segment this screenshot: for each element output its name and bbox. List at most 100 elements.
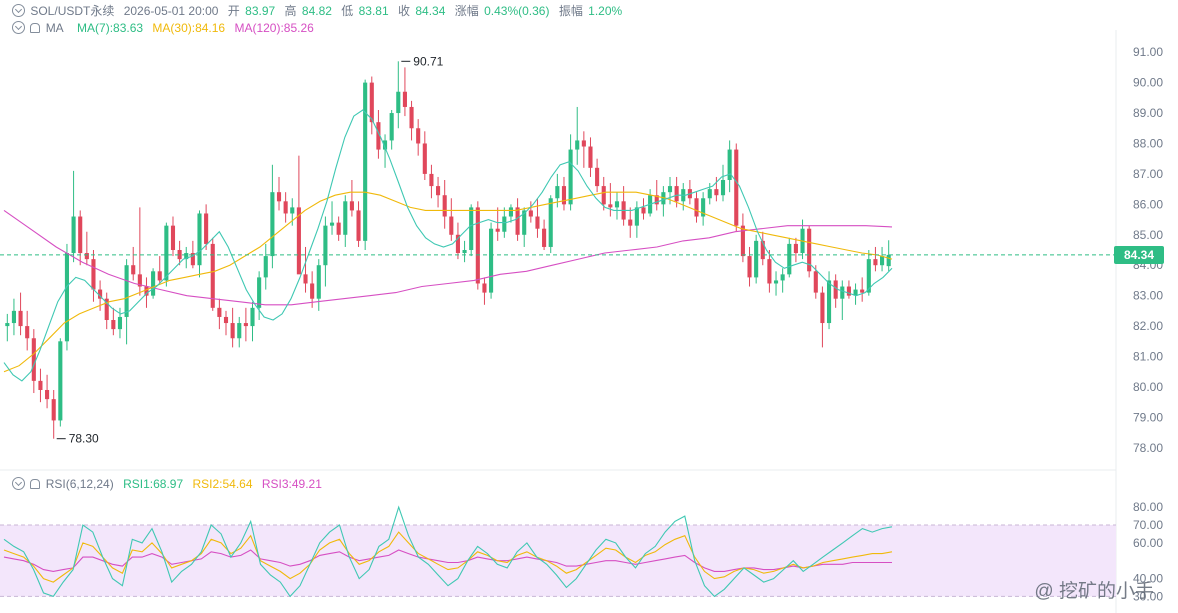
ma120-line	[3, 209, 893, 306]
price-tick-label: 82.00	[1133, 319, 1163, 333]
candle-body	[276, 192, 282, 202]
candle-body	[217, 307, 222, 317]
candle-body	[190, 253, 195, 266]
candle-body	[131, 265, 136, 275]
candle-body	[760, 240, 765, 260]
candle-body	[58, 341, 63, 421]
candle-body	[436, 186, 441, 196]
candle-body	[773, 280, 779, 284]
candle-body	[654, 195, 659, 205]
rsi1-line	[3, 505, 893, 598]
candle-body	[767, 259, 772, 284]
candle-body	[528, 210, 533, 217]
candle-body	[45, 390, 50, 400]
candle-body	[475, 207, 480, 284]
candle-body	[237, 323, 242, 339]
ma120-legend: MA(120):85.26	[234, 21, 314, 35]
candle-body	[5, 323, 10, 327]
price-tick-label: 81.00	[1133, 350, 1163, 364]
candle-body	[11, 310, 16, 324]
candle-body	[568, 149, 573, 205]
rsi-tick-label: 80.00	[1133, 500, 1163, 514]
candle-body	[807, 228, 812, 272]
high-annotation: 90.71	[413, 54, 443, 68]
candle-body	[78, 216, 83, 254]
candle-body	[296, 207, 301, 275]
rsi-band	[0, 525, 1116, 597]
candle-body	[667, 186, 673, 193]
ma-label[interactable]: MA	[45, 21, 64, 35]
rsi1-legend: RSI1:68.97	[123, 477, 184, 491]
candle-body	[91, 259, 96, 290]
rsi-alert-bell-icon[interactable]	[30, 479, 41, 489]
candle-body	[694, 198, 699, 217]
alert-bell-icon[interactable]	[30, 23, 41, 33]
candle-body	[25, 326, 30, 339]
low-annotation: 78.30	[69, 432, 99, 446]
low-label: 低	[341, 4, 354, 18]
candle-body	[343, 201, 348, 235]
candle-body	[170, 225, 176, 250]
price-tick-label: 87.00	[1133, 167, 1163, 181]
candle-body	[714, 189, 719, 196]
price-tick-label: 79.00	[1133, 410, 1163, 424]
ma-collapse-icon[interactable]	[12, 21, 25, 34]
candle-body	[449, 216, 454, 235]
rsi-tick-label: 70.00	[1133, 518, 1163, 532]
change-label: 涨幅	[454, 4, 479, 18]
price-tick-label: 86.00	[1133, 197, 1163, 211]
candle-body	[601, 186, 606, 205]
candle-body	[243, 323, 248, 327]
rsi-tick-label: 30.00	[1133, 589, 1163, 603]
candle-body	[641, 207, 646, 214]
candle-body	[793, 243, 798, 254]
candle-body	[489, 228, 494, 293]
ma-legend: MA MA(7):83.63 MA(30):84.16 MA(120):85.2…	[12, 20, 316, 36]
rsi-collapse-icon[interactable]	[12, 477, 25, 490]
candle-body	[71, 216, 76, 254]
price-tick-label: 83.00	[1133, 289, 1163, 303]
candle-body	[754, 240, 759, 278]
candle-body	[144, 286, 149, 296]
collapse-toggle-icon[interactable]	[12, 4, 25, 17]
candle-body	[853, 289, 858, 296]
price-tick-label: 91.00	[1133, 45, 1163, 59]
candle-body	[51, 399, 56, 421]
candle-body	[204, 213, 209, 244]
candle-body	[674, 186, 679, 202]
candle-body	[873, 259, 878, 266]
candle-body	[303, 274, 308, 284]
candle-body	[581, 140, 586, 147]
candle-body	[223, 316, 229, 324]
candle-body	[535, 216, 540, 229]
candle-body	[38, 380, 43, 390]
candle-body	[389, 113, 394, 141]
candle-body	[634, 207, 639, 226]
candle-body	[18, 310, 23, 327]
candle-body	[701, 198, 706, 217]
ma30-legend: MA(30):84.16	[152, 21, 226, 35]
candle-body	[409, 106, 414, 129]
candle-body	[595, 167, 600, 187]
candle-body	[270, 192, 275, 257]
candle-body	[734, 149, 739, 226]
amplitude-value: 1.20%	[588, 4, 623, 18]
candle-body	[833, 280, 838, 299]
candle-body	[860, 289, 865, 293]
candle-body	[886, 254, 891, 267]
candle-body	[455, 234, 460, 254]
candle-body	[117, 316, 123, 330]
candle-body	[575, 140, 580, 150]
candle-body	[263, 256, 268, 278]
candle-body	[382, 140, 388, 150]
candle-body	[866, 259, 871, 293]
candle-body	[462, 250, 467, 254]
rsi-label[interactable]: RSI(6,12,24)	[45, 477, 114, 491]
candle-body	[555, 186, 560, 199]
rsi-legend: RSI(6,12,24) RSI1:68.97 RSI2:54.64 RSI3:…	[12, 476, 324, 492]
candle-body	[197, 213, 202, 266]
candle-body	[84, 253, 89, 260]
ma30-line	[3, 191, 893, 373]
